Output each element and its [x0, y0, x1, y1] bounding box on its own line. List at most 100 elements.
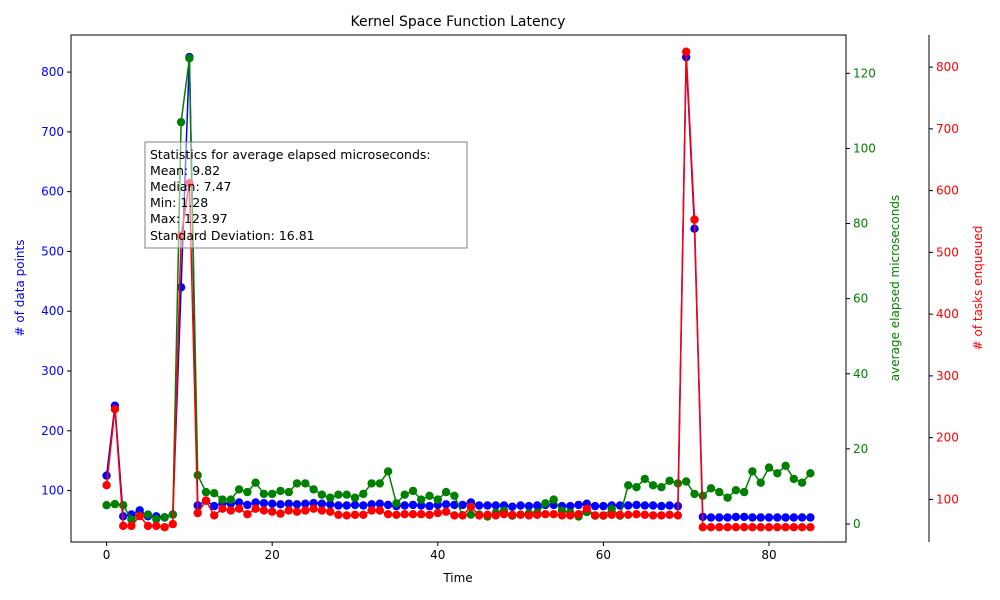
series-line — [105, 51, 811, 528]
data-point — [789, 523, 798, 532]
data-point — [342, 501, 351, 510]
data-point — [441, 500, 451, 509]
data-point — [632, 510, 641, 519]
right1-axis-label: average elapsed microseconds — [888, 195, 902, 381]
left-tick-label: 100 — [41, 484, 64, 498]
data-point — [417, 501, 426, 510]
stats-line-header: Statistics for average elapsed microseco… — [150, 147, 431, 162]
data-point — [764, 463, 774, 472]
data-point — [773, 469, 782, 478]
data-point — [533, 510, 542, 519]
data-point — [524, 501, 534, 511]
right2-tick-label: 700 — [936, 122, 959, 136]
data-point — [458, 500, 467, 510]
data-point — [251, 504, 260, 513]
data-point — [690, 489, 699, 499]
data-point — [723, 513, 732, 522]
data-point — [234, 485, 244, 494]
data-point — [806, 523, 815, 532]
stats-line-mean: Mean: 9.82 — [150, 163, 220, 178]
data-point — [466, 502, 476, 511]
data-point — [392, 499, 401, 508]
data-point — [259, 489, 269, 499]
data-point — [143, 521, 153, 531]
data-point — [400, 510, 409, 519]
left-tick-label: 400 — [41, 304, 64, 318]
data-point — [607, 510, 616, 519]
data-point — [450, 491, 459, 500]
left-tick-label: 600 — [41, 185, 64, 199]
data-point — [284, 499, 293, 508]
data-point — [400, 501, 409, 510]
x-tick-label: 60 — [596, 548, 611, 562]
data-point — [218, 504, 227, 513]
data-point — [309, 485, 318, 494]
data-point — [210, 501, 219, 511]
data-point — [408, 486, 418, 496]
data-point — [417, 510, 426, 519]
data-point — [359, 510, 368, 519]
data-point — [119, 501, 128, 510]
series-left — [102, 52, 815, 522]
data-point — [797, 513, 807, 522]
data-point — [475, 501, 484, 510]
data-point — [748, 513, 757, 522]
data-point — [143, 510, 153, 519]
data-point — [193, 471, 202, 480]
data-point — [168, 519, 177, 529]
data-point — [425, 491, 434, 500]
data-point — [425, 501, 434, 511]
right1-tick-label: 100 — [853, 141, 876, 155]
data-point — [268, 507, 277, 516]
data-point — [706, 484, 716, 493]
data-point — [135, 511, 144, 521]
data-point — [441, 487, 451, 497]
series-line — [106, 58, 811, 521]
data-point — [557, 511, 567, 520]
data-point — [317, 490, 327, 499]
data-point — [359, 489, 368, 499]
data-point — [276, 486, 285, 496]
data-point — [433, 495, 442, 504]
data-point — [657, 501, 666, 511]
data-point — [375, 499, 384, 508]
data-point — [516, 501, 525, 510]
data-point — [640, 501, 649, 510]
data-point — [731, 486, 741, 495]
right2-axis: 100 200 300 400 500 600 700 800 — [928, 35, 959, 542]
data-point — [706, 523, 716, 532]
data-point — [417, 495, 426, 504]
right2-tick-label: 100 — [936, 492, 959, 506]
data-point — [176, 117, 186, 127]
data-point — [210, 511, 219, 520]
data-point — [607, 504, 616, 514]
plot-frame — [70, 34, 847, 543]
data-point — [624, 481, 633, 490]
data-point — [615, 510, 625, 519]
data-point — [665, 476, 674, 485]
stats-box-frame — [144, 141, 468, 249]
data-point — [740, 512, 749, 522]
data-point — [549, 495, 558, 504]
data-point — [276, 509, 285, 518]
data-point — [516, 510, 525, 519]
data-point — [715, 523, 724, 532]
data-point — [632, 483, 641, 492]
data-point — [756, 478, 765, 487]
data-point — [797, 478, 807, 487]
right2-tick-label: 200 — [936, 431, 959, 445]
series-right1 — [102, 54, 815, 524]
data-point — [706, 513, 716, 522]
data-point — [234, 498, 244, 507]
data-point — [425, 510, 434, 519]
data-point — [268, 489, 277, 499]
data-point — [243, 487, 252, 497]
data-point — [491, 501, 500, 510]
data-point — [309, 504, 318, 513]
data-point — [624, 510, 633, 519]
data-point — [408, 510, 418, 519]
data-point — [301, 499, 310, 508]
data-point — [524, 511, 534, 520]
x-axis: 0 20 40 60 80 — [103, 542, 777, 562]
data-point — [342, 511, 351, 520]
